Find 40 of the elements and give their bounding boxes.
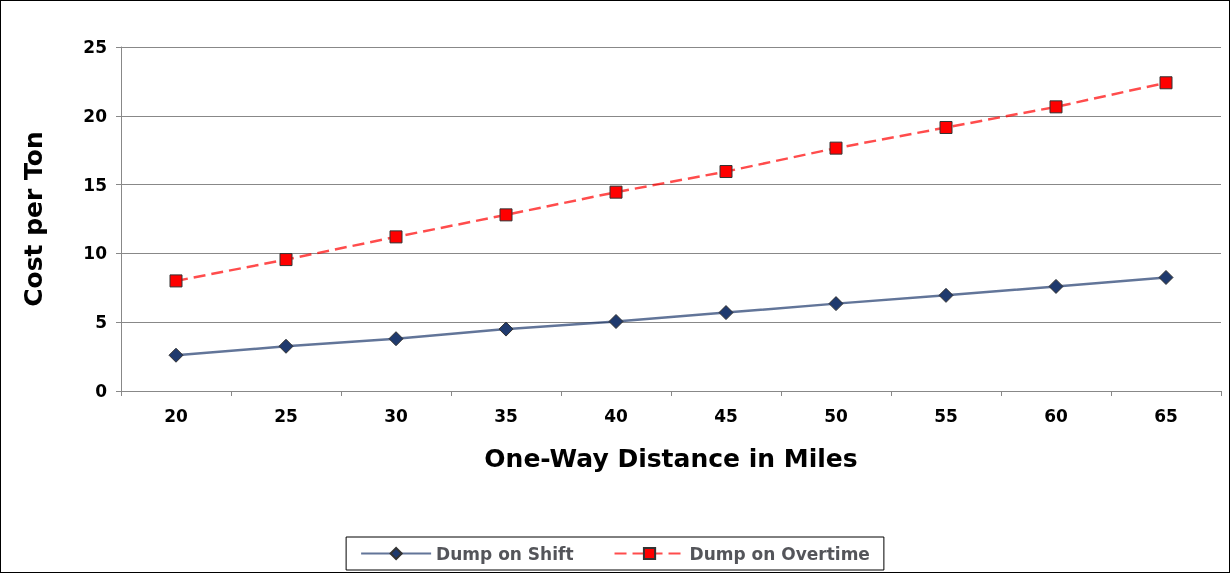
y-tick-label: 10 xyxy=(83,243,108,264)
point xyxy=(829,141,843,155)
point xyxy=(938,287,954,303)
point xyxy=(168,347,184,363)
point xyxy=(1159,76,1173,90)
point xyxy=(278,338,294,354)
point xyxy=(718,305,734,321)
x-tick-label: 65 xyxy=(1154,405,1178,426)
y-axis-title: Cost per Ton xyxy=(19,131,48,307)
point xyxy=(498,321,514,337)
y-tick-label: 20 xyxy=(83,105,108,126)
point xyxy=(719,165,733,179)
x-tick-label: 40 xyxy=(604,405,628,426)
x-axis-title: One-Way Distance in Miles xyxy=(484,444,858,473)
point xyxy=(169,274,183,288)
legend-label: Dump on Overtime xyxy=(689,543,870,564)
legend-label: Dump on Shift xyxy=(436,543,574,564)
x-tick-label: 55 xyxy=(934,405,958,426)
point xyxy=(1048,278,1064,294)
x-tick-label: 25 xyxy=(274,405,298,426)
y-tick-label: 5 xyxy=(95,312,107,333)
point xyxy=(828,296,844,312)
point xyxy=(388,331,404,347)
x-tick-label: 30 xyxy=(384,405,408,426)
point xyxy=(1158,269,1174,285)
point xyxy=(499,208,513,222)
x-tick-label: 20 xyxy=(164,405,188,426)
y-tick-label: 0 xyxy=(95,381,108,401)
point xyxy=(939,121,953,134)
y-tick-label: 15 xyxy=(83,174,107,195)
point xyxy=(389,230,403,244)
point xyxy=(279,253,293,267)
point xyxy=(609,185,623,199)
x-tick-label: 50 xyxy=(824,405,848,426)
point xyxy=(608,314,624,330)
point xyxy=(1049,100,1063,114)
x-tick-label: 45 xyxy=(714,405,738,426)
y-tick-label: 25 xyxy=(83,37,107,57)
x-tick-label: 35 xyxy=(494,405,518,426)
x-tick-label: 60 xyxy=(1044,405,1068,426)
